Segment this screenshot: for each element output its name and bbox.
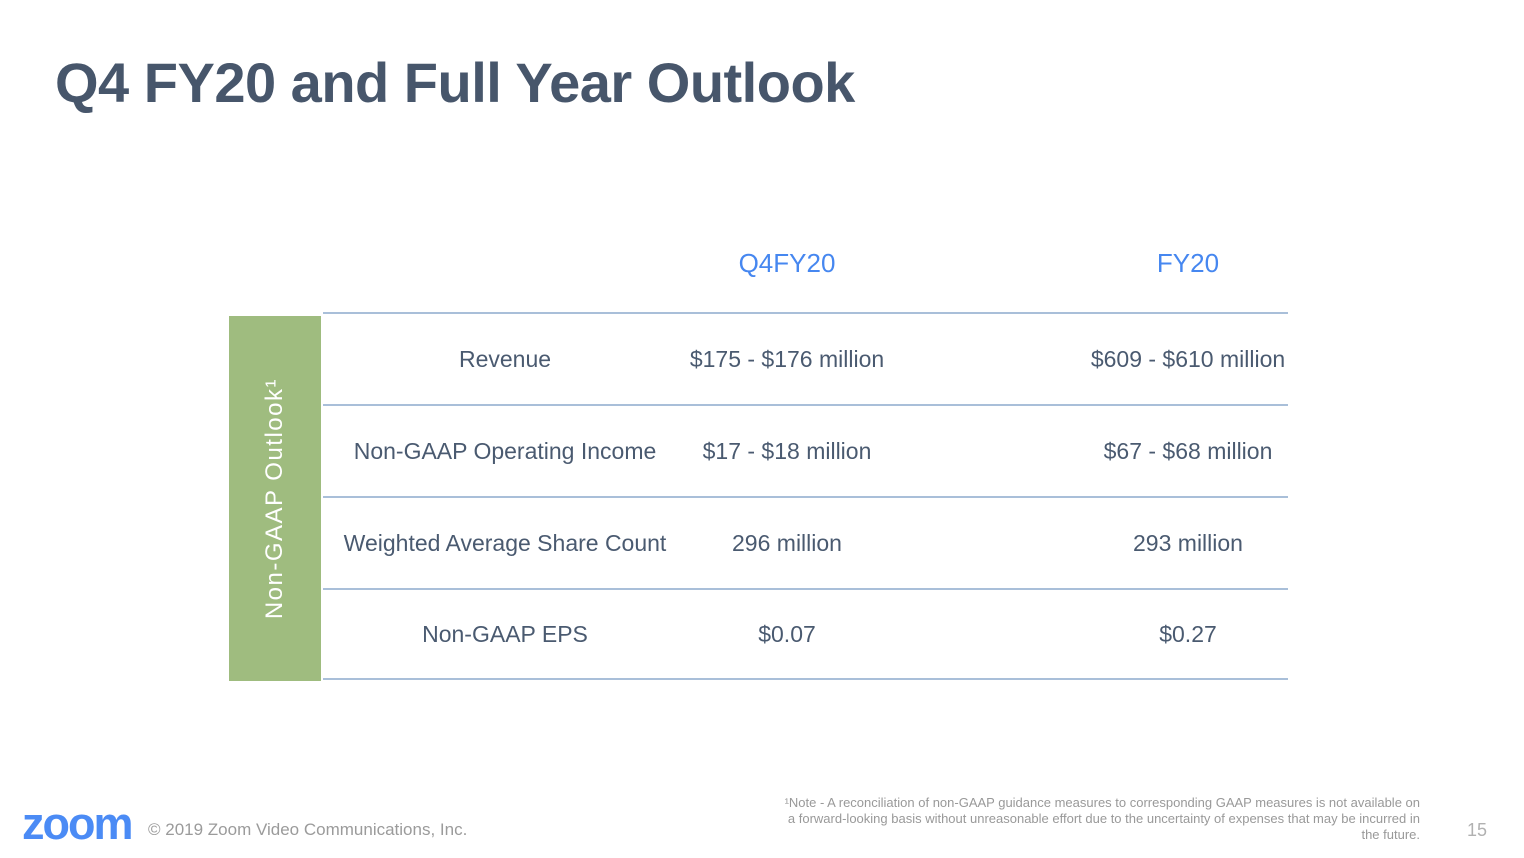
row-label: Revenue (458, 345, 552, 372)
table-row: Non-GAAP EPS $0.07 $0.27 (323, 588, 1288, 680)
column-header-fy20: FY20 (1156, 248, 1220, 278)
row-q4fy20-value: $17 - $18 million (702, 437, 872, 464)
row-fy20-value: 293 million (1133, 529, 1243, 556)
row-fy20-value: $0.27 (1159, 620, 1217, 647)
row-label: Weighted Average Share Count (343, 529, 667, 556)
page-title: Q4 FY20 and Full Year Outlook (55, 51, 855, 114)
row-q4fy20-value: 296 million (732, 529, 842, 556)
row-fy20-value: $609 - $610 million (1090, 345, 1286, 372)
table-row: Non-GAAP Operating Income $17 - $18 mill… (323, 404, 1288, 496)
row-q4fy20-value: $175 - $176 million (689, 345, 885, 372)
zoom-logo: zoom (22, 798, 133, 849)
non-gaap-outlook-side-label: Non-GAAP Outlook¹ (261, 377, 288, 620)
column-header-q4fy20: Q4FY20 (738, 248, 836, 278)
row-label: Non-GAAP Operating Income (353, 437, 657, 464)
copyright-text: © 2019 Zoom Video Communications, Inc. (148, 820, 468, 839)
outlook-table: Revenue $175 - $176 million $609 - $610 … (323, 312, 1288, 680)
row-label: Non-GAAP EPS (422, 620, 588, 647)
non-gaap-outlook-side-bar: Non-GAAP Outlook¹ (229, 316, 321, 681)
page-number: 15 (1466, 820, 1488, 840)
table-column-headers: Q4FY20 FY20 (323, 248, 1288, 279)
table-row: Revenue $175 - $176 million $609 - $610 … (323, 312, 1288, 404)
row-q4fy20-value: $0.07 (758, 620, 816, 647)
footnote-text: ¹Note - A reconciliation of non-GAAP gui… (784, 795, 1420, 842)
table-row: Weighted Average Share Count 296 million… (323, 496, 1288, 588)
row-fy20-value: $67 - $68 million (1103, 437, 1273, 464)
